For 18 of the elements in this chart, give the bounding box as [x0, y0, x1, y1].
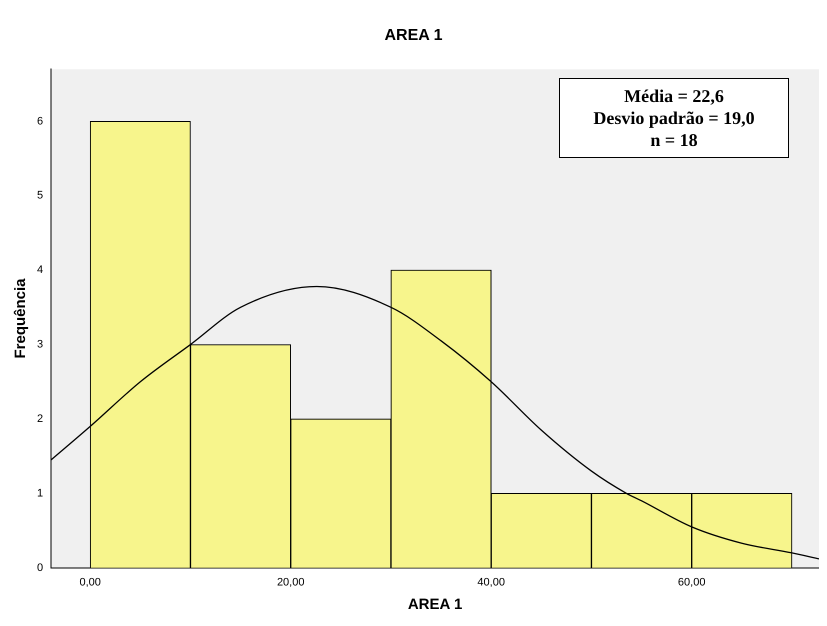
x-tick-label: 20,00 [276, 576, 304, 588]
annotation: Média = 22,6 [623, 85, 725, 107]
y-tick-label: 1 [36, 487, 44, 500]
y-tick-label: 4 [36, 264, 44, 276]
y-tick-label: 5 [36, 190, 44, 202]
y-tick-label: 3 [36, 338, 44, 351]
annotation: Desvio padrão = 19,0 [592, 107, 756, 129]
x-tick-label: 40,00 [477, 576, 505, 588]
y-tick-label: 0 [36, 562, 44, 574]
x-tick-label: 60,00 [678, 576, 706, 588]
stats-box: Média = 22,6 Desvio padrão = 19,0 n = 18 [559, 78, 789, 158]
x-tick-label: 0,00 [80, 576, 101, 588]
y-axis-title: Frequência [12, 278, 30, 359]
annotation: n = 18 [649, 129, 699, 151]
x-axis-title: AREA 1 [408, 596, 462, 614]
chart-title: AREA 1 [384, 27, 443, 44]
y-tick-label: 2 [36, 412, 44, 425]
y-tick-label: 6 [36, 115, 44, 128]
